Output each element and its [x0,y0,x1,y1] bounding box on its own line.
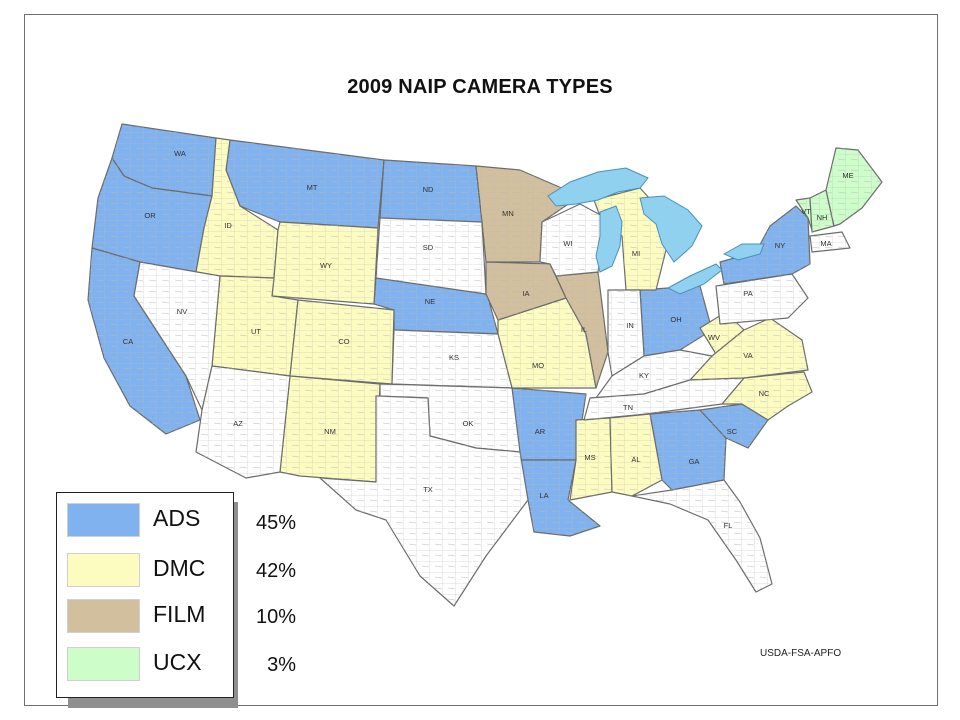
lake-huron [639,195,703,263]
state-label-ok: OK [463,419,474,428]
lake-superior [547,167,649,207]
state-label-nc: NC [759,389,770,398]
legend-row-ads: ADS [67,503,227,539]
legend-swatch-ucx [67,647,140,681]
state-label-fl: FL [724,521,733,530]
state-label-mn: MN [502,209,514,218]
legend-row-dmc: DMC [67,553,227,589]
state-label-sd: SD [423,243,434,252]
state-label-co: CO [338,337,349,346]
state-label-me: ME [842,171,853,180]
state-ar [511,387,587,461]
map-title: 2009 NAIP CAMERA TYPES [347,76,613,98]
legend-percent-film: 10% [255,606,296,628]
lake-ontario [722,243,765,261]
state-label-al: AL [631,455,640,464]
legend-label-ucx: UCX [153,649,202,675]
state-label-nv: NV [177,307,187,316]
state-label-va: VA [743,351,752,360]
state-label-wa: WA [174,149,186,158]
state-labels: WA OR CA MT ND NE AR LA OH NY GA SC ID WY UT CO NM MO MI MS… [123,149,854,530]
state-label-oh: OH [670,315,681,324]
state-fl [631,479,773,593]
lake-michigan [595,205,623,273]
legend-label-dmc: DMC [153,555,206,581]
state-ny [719,205,811,285]
state-me [825,147,883,227]
legend-row-film: FILM [67,599,227,635]
state-label-il: IL [581,325,587,334]
state-label-ky: KY [639,371,649,380]
state-label-ca: CA [123,337,133,346]
state-label-ut: UT [251,327,261,336]
legend-percent-ucx: 3% [267,654,296,676]
state-label-ma: MA [820,239,831,248]
great-lakes [547,167,765,295]
state-label-nd: ND [423,185,434,194]
legend: ADS DMC FILM UCX [56,492,234,698]
state-label-wi: WI [563,239,572,248]
state-label-ga: GA [689,457,700,466]
state-label-ms: MS [584,453,595,462]
state-label-id: ID [224,221,232,230]
state-az [195,365,291,479]
legend-row-ucx: UCX [67,647,227,683]
state-label-la: LA [539,491,548,500]
legend-swatch-dmc [67,553,140,587]
legend-label-film: FILM [153,601,206,627]
state-label-mi: MI [632,249,640,258]
legend-swatch-film [67,599,140,633]
state-label-in: IN [626,321,634,330]
legend-label-ads: ADS [153,505,201,531]
lake-erie [666,263,723,295]
legend-swatch-ads [67,503,140,537]
state-label-vt: VT [801,207,811,216]
state-label-mt: MT [307,183,318,192]
state-label-nm: NM [324,427,336,436]
state-label-ne: NE [425,297,435,306]
state-label-ks: KS [449,353,459,362]
legend-percent-dmc: 42% [255,560,296,582]
state-label-ny: NY [775,241,785,250]
state-label-wv: WV [708,333,720,342]
state-label-pa: PA [743,289,752,298]
legend-percent-ads: 45% [255,512,296,534]
state-label-sc: SC [727,427,738,436]
state-label-az: AZ [233,419,243,428]
state-label-tx: TX [423,485,433,494]
state-label-nh: NH [817,213,828,222]
state-label-tn: TN [623,403,633,412]
state-label-mo: MO [532,361,544,370]
state-label-ar: AR [535,427,546,436]
credit-text: USDA-FSA-APFO [760,648,842,659]
state-label-or: OR [144,211,156,220]
state-label-ia: IA [522,289,529,298]
state-label-wy: WY [320,261,332,270]
